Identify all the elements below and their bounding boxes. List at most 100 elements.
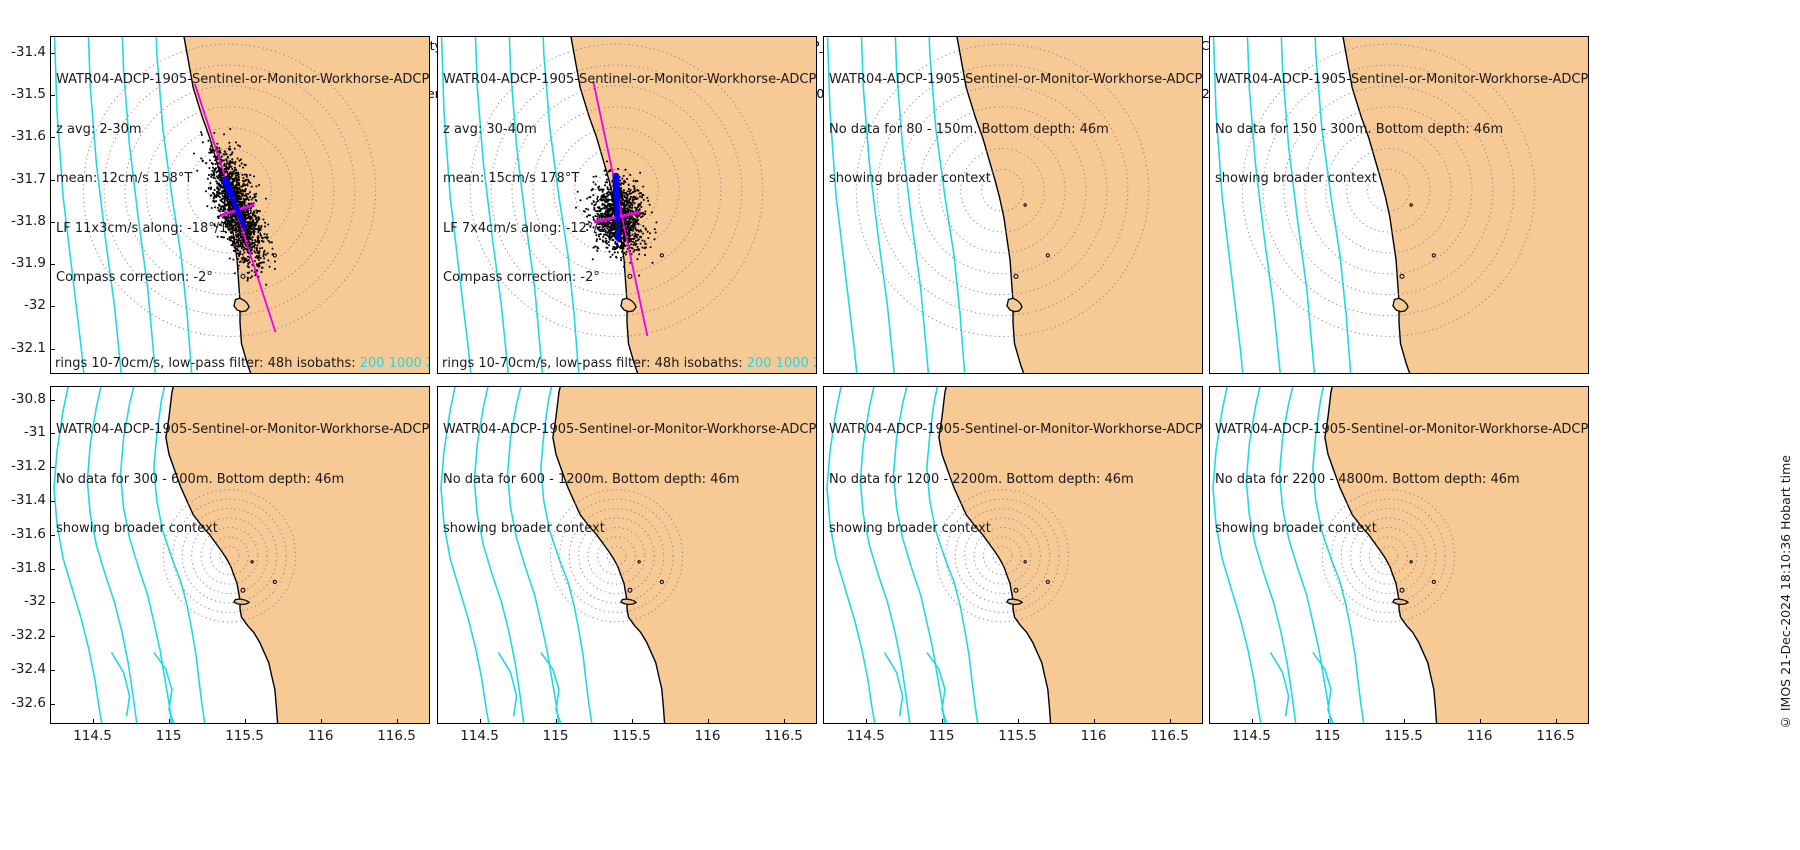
x-tick-label: 116 bbox=[694, 728, 721, 744]
y-tick-mark bbox=[50, 433, 55, 435]
y-tick-mark bbox=[50, 703, 55, 705]
y-tick-label: -31.8 bbox=[11, 212, 46, 229]
x-tick-mark bbox=[1017, 719, 1019, 724]
x-tick-mark bbox=[244, 719, 246, 724]
y-tick-label: -32.6 bbox=[11, 694, 46, 711]
x-tick-label: 115 bbox=[1314, 728, 1341, 744]
y-tick-mark bbox=[50, 221, 55, 223]
map-5 bbox=[53, 387, 429, 723]
x-tick-mark bbox=[479, 719, 481, 724]
y-tick-label: -31.7 bbox=[11, 170, 46, 187]
copyright-wrap: © IMOS 21-Dec-2024 18:10:36 Hobart time bbox=[1778, 455, 1800, 730]
panel-5[interactable]: WATR04-ADCP-1905-Sentinel-or-Monitor-Wor… bbox=[50, 386, 430, 724]
x-tick-mark bbox=[707, 719, 709, 724]
x-tick-label: 114.5 bbox=[1232, 728, 1271, 744]
map-3 bbox=[826, 37, 1202, 373]
panel-4[interactable]: WATR04-ADCP-1905-Sentinel-or-Monitor-Wor… bbox=[1209, 36, 1589, 374]
x-tick-mark bbox=[92, 719, 94, 724]
panel-2-isobath-values: 200 1000 2000 40 bbox=[746, 356, 816, 371]
panel-1-bottom-note: rings 10-70cm/s, low-pass filter: 48h is… bbox=[55, 356, 429, 371]
y-tick-label: -31.4 bbox=[11, 43, 46, 60]
map-8 bbox=[1212, 387, 1588, 723]
map-1 bbox=[53, 37, 429, 373]
x-tick-mark bbox=[1093, 719, 1095, 724]
y-tick-label: -31.2 bbox=[11, 458, 46, 475]
x-tick-mark bbox=[783, 719, 785, 724]
x-tick-label: 115 bbox=[542, 728, 569, 744]
y-tick-mark bbox=[50, 568, 55, 570]
panel-2[interactable]: WATR04-ADCP-1905-Sentinel-or-Monitor-Wor… bbox=[437, 36, 817, 374]
x-tick-mark bbox=[1327, 719, 1329, 724]
y-tick-mark bbox=[50, 467, 55, 469]
x-tick-label: 116 bbox=[307, 728, 334, 744]
y-tick-label: -31.9 bbox=[11, 255, 46, 272]
map-7 bbox=[826, 387, 1202, 723]
x-tick-label: 116 bbox=[1080, 728, 1107, 744]
y-tick-mark bbox=[50, 95, 55, 97]
y-tick-mark bbox=[50, 306, 55, 308]
panel-1[interactable]: WATR04-ADCP-1905-Sentinel-or-Monitor-Wor… bbox=[50, 36, 430, 374]
map-2 bbox=[440, 37, 816, 373]
y-tick-mark bbox=[50, 500, 55, 502]
x-tick-label: 114.5 bbox=[460, 728, 499, 744]
x-tick-mark bbox=[168, 719, 170, 724]
panel-8[interactable]: WATR04-ADCP-1905-Sentinel-or-Monitor-Wor… bbox=[1209, 386, 1589, 724]
x-tick-label: 116.5 bbox=[1150, 728, 1189, 744]
x-tick-mark bbox=[320, 719, 322, 724]
y-tick-label: -32.1 bbox=[11, 339, 46, 356]
y-tick-mark bbox=[50, 669, 55, 671]
panel-7[interactable]: WATR04-ADCP-1905-Sentinel-or-Monitor-Wor… bbox=[823, 386, 1203, 724]
y-tick-label: -31.6 bbox=[11, 525, 46, 542]
x-tick-mark bbox=[1479, 719, 1481, 724]
y-tick-mark bbox=[50, 399, 55, 401]
copyright-text: © IMOS 21-Dec-2024 18:10:36 Hobart time bbox=[1778, 455, 1793, 731]
y-tick-label: -32.4 bbox=[11, 660, 46, 677]
panel-1-rings-label: rings 10-70cm/s, low-pass filter: 48h is… bbox=[55, 356, 360, 371]
y-tick-mark bbox=[50, 179, 55, 181]
y-tick-label: -32 bbox=[23, 297, 46, 314]
x-tick-label: 116.5 bbox=[764, 728, 803, 744]
x-tick-mark bbox=[631, 719, 633, 724]
map-4 bbox=[1212, 37, 1588, 373]
x-tick-mark bbox=[941, 719, 943, 724]
panel-3[interactable]: WATR04-ADCP-1905-Sentinel-or-Monitor-Wor… bbox=[823, 36, 1203, 374]
y-tick-label: -31.5 bbox=[11, 86, 46, 103]
y-tick-label: -31 bbox=[23, 424, 46, 441]
y-tick-label: -32 bbox=[23, 593, 46, 610]
panel-6[interactable]: WATR04-ADCP-1905-Sentinel-or-Monitor-Wor… bbox=[437, 386, 817, 724]
panel-2-rings-label: rings 10-70cm/s, low-pass filter: 48h is… bbox=[442, 356, 747, 371]
y-tick-mark bbox=[50, 137, 55, 139]
x-tick-label: 115 bbox=[928, 728, 955, 744]
map-6 bbox=[440, 387, 816, 723]
x-tick-label: 116.5 bbox=[1536, 728, 1575, 744]
y-tick-label: -31.4 bbox=[11, 491, 46, 508]
panel-1-isobath-values: 200 1000 2000 40 bbox=[359, 356, 429, 371]
x-tick-label: 115.5 bbox=[612, 728, 651, 744]
y-tick-mark bbox=[50, 264, 55, 266]
x-tick-mark bbox=[1251, 719, 1253, 724]
x-tick-mark bbox=[555, 719, 557, 724]
y-tick-label: -31.6 bbox=[11, 128, 46, 145]
x-tick-label: 116.5 bbox=[377, 728, 416, 744]
x-tick-mark bbox=[1403, 719, 1405, 724]
x-tick-label: 114.5 bbox=[846, 728, 885, 744]
x-tick-label: 115.5 bbox=[998, 728, 1037, 744]
y-tick-label: -30.8 bbox=[11, 390, 46, 407]
y-tick-mark bbox=[50, 636, 55, 638]
y-tick-mark bbox=[50, 52, 55, 54]
x-tick-mark bbox=[1555, 719, 1557, 724]
x-tick-label: 115 bbox=[155, 728, 182, 744]
x-tick-label: 115.5 bbox=[225, 728, 264, 744]
y-tick-mark bbox=[50, 602, 55, 604]
x-tick-label: 115.5 bbox=[1384, 728, 1423, 744]
y-tick-mark bbox=[50, 534, 55, 536]
x-tick-mark bbox=[865, 719, 867, 724]
y-tick-label: -31.8 bbox=[11, 559, 46, 576]
x-tick-mark bbox=[1169, 719, 1171, 724]
y-tick-label: -32.2 bbox=[11, 627, 46, 644]
x-tick-label: 114.5 bbox=[73, 728, 112, 744]
panel-2-bottom-note: rings 10-70cm/s, low-pass filter: 48h is… bbox=[442, 356, 816, 371]
x-tick-mark bbox=[396, 719, 398, 724]
x-tick-label: 116 bbox=[1466, 728, 1493, 744]
y-tick-mark bbox=[50, 348, 55, 350]
